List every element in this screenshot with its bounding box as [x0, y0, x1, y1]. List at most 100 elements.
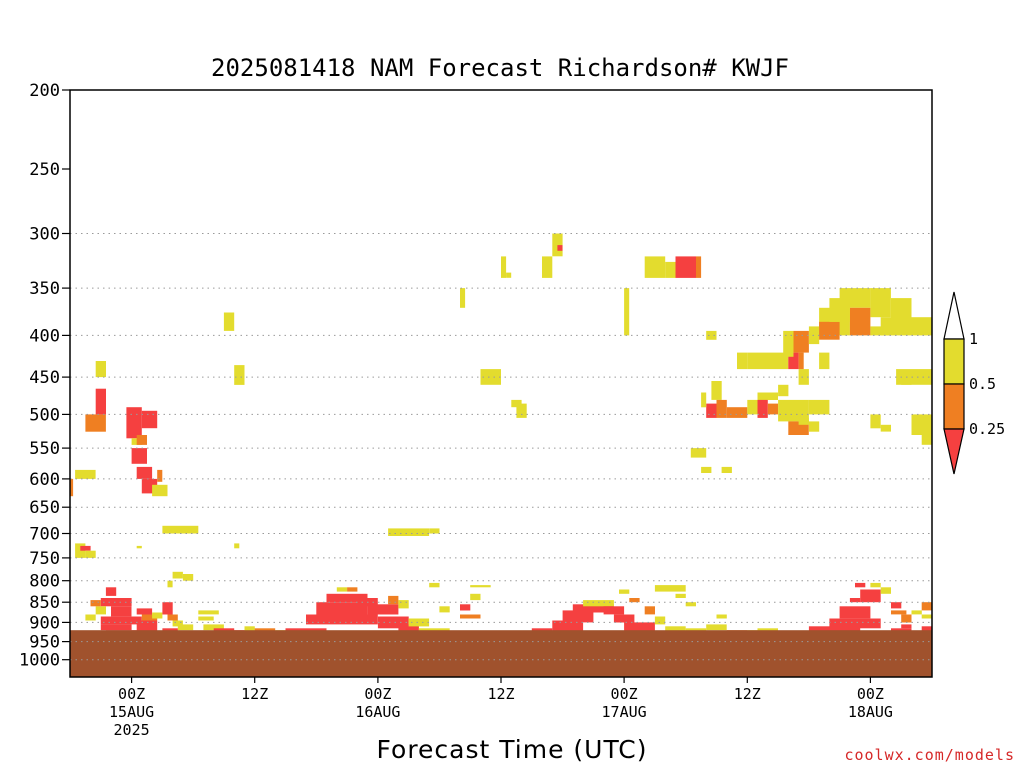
ri-cell: [624, 288, 630, 336]
ri-cell: [860, 589, 881, 603]
ri-cell: [388, 595, 399, 605]
ri-cell: [603, 606, 625, 615]
ri-cell: [141, 614, 158, 621]
x-tick-label: 00Z: [364, 685, 391, 703]
ri-cell: [716, 399, 727, 418]
x-tick-label: 00Z: [118, 685, 145, 703]
ri-cell: [167, 580, 173, 588]
ri-cell: [783, 330, 794, 357]
ri-cell: [100, 624, 132, 631]
x-tick-label: 2025: [114, 721, 150, 739]
ri-cell: [511, 399, 522, 408]
ri-cell: [152, 484, 168, 497]
y-tick-label: 800: [29, 572, 60, 592]
ri-cell: [798, 369, 809, 385]
ground-shading: [70, 630, 932, 677]
ri-cell: [90, 600, 101, 607]
ri-cell: [757, 392, 778, 400]
ri-cell: [562, 610, 594, 623]
ri-cell: [747, 352, 789, 370]
ri-cell: [654, 616, 666, 625]
colorbar-bin: [943, 338, 965, 385]
ri-cell: [778, 399, 809, 422]
ri-cell: [388, 528, 430, 536]
ri-cell: [198, 616, 214, 621]
ri-cell: [721, 466, 732, 473]
x-tick-label: 12Z: [487, 685, 514, 703]
ri-cell: [706, 330, 717, 340]
ri-cell: [408, 618, 430, 627]
ri-cell: [870, 582, 881, 588]
ri-cell: [701, 392, 707, 408]
ri-cell: [157, 469, 163, 482]
ri-cell: [757, 399, 768, 418]
ri-cell: [131, 448, 147, 464]
ri-cell: [613, 614, 635, 623]
ri-cell: [829, 298, 850, 322]
ri-cell: [767, 403, 779, 415]
ri-cell: [100, 616, 142, 625]
ri-cell: [326, 593, 368, 603]
y-tick-label: 200: [29, 81, 60, 101]
ri-cell: [85, 550, 96, 558]
ri-cell: [711, 381, 722, 400]
ri-cell: [706, 624, 727, 631]
ri-cell: [788, 352, 799, 370]
ri-cell: [839, 606, 871, 619]
ri-cell: [819, 321, 840, 340]
ri-cell: [891, 298, 912, 327]
ri-cell: [367, 604, 399, 615]
ri-cell: [880, 587, 891, 594]
ri-cell: [644, 256, 666, 278]
x-tick-label: 18AUG: [848, 703, 893, 721]
ri-cell: [501, 256, 507, 278]
ri-cell: [136, 545, 142, 549]
ri-cell: [701, 466, 712, 473]
y-tick-label: 950: [29, 633, 60, 653]
ri-cell: [213, 628, 235, 633]
colorbar-bottom-arrow: [943, 428, 965, 475]
ri-cell: [429, 528, 440, 534]
ri-cell: [470, 593, 481, 601]
ri-cell: [136, 435, 147, 445]
ri-cell: [911, 610, 922, 615]
credit-link[interactable]: coolwx.com/models: [844, 746, 1015, 764]
y-tick-label: 750: [29, 549, 60, 569]
y-tick-label: 550: [29, 439, 60, 459]
ri-cell: [901, 373, 912, 385]
ri-cell: [470, 585, 491, 588]
ri-cell: [921, 602, 932, 611]
ri-cell: [542, 256, 553, 278]
ri-cell: [203, 624, 224, 631]
colorbar-label: 0.5: [969, 375, 996, 393]
x-axis-label: Forecast Time (UTC): [377, 735, 648, 764]
ri-cell: [737, 352, 748, 370]
ri-cell: [891, 610, 907, 615]
ri-cell: [480, 369, 501, 385]
ri-cell: [921, 626, 932, 633]
ri-cell: [75, 469, 96, 479]
ri-cell: [706, 403, 717, 418]
ri-cell: [316, 602, 368, 615]
ri-cell: [552, 233, 563, 257]
ri-cell: [254, 628, 276, 633]
colorbar-label: 0.25: [969, 420, 1005, 438]
ri-cell: [921, 614, 932, 619]
ri-cell: [460, 288, 466, 308]
ri-cell: [177, 624, 194, 631]
ri-cell: [747, 399, 758, 415]
ri-cell: [306, 614, 378, 625]
ri-cell: [182, 574, 194, 581]
colorbar: 1 0.5 0.25: [943, 291, 1005, 475]
plot-layer: [70, 233, 932, 677]
ri-cell: [572, 604, 614, 613]
ri-cell: [819, 352, 830, 370]
y-tick-label: 500: [29, 405, 60, 425]
ri-cell: [244, 626, 255, 633]
ri-cell: [234, 543, 240, 549]
ri-cell: [870, 288, 891, 318]
ri-cell: [624, 622, 655, 633]
ri-cell: [111, 606, 132, 617]
